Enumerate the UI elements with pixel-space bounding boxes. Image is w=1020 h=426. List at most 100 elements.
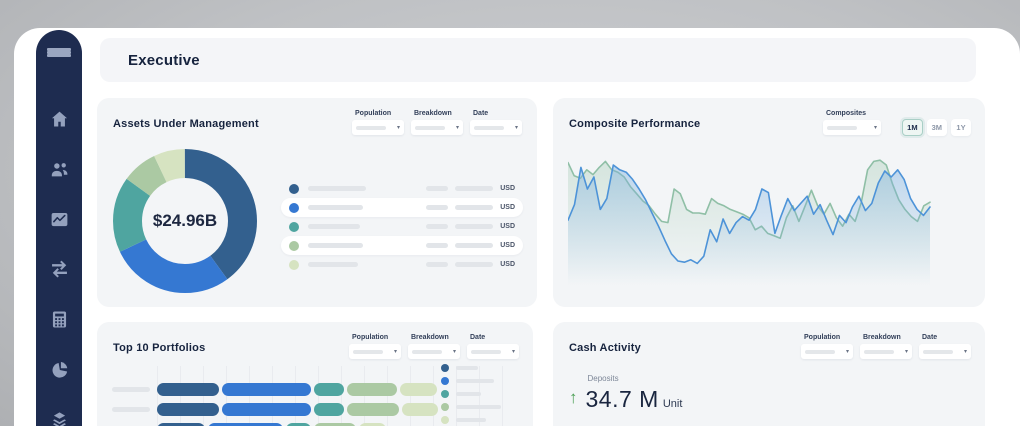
filter-select-date[interactable]: ▾ bbox=[467, 344, 519, 359]
chevron-down-icon: ▾ bbox=[396, 124, 400, 131]
legend-dot bbox=[289, 202, 299, 213]
users-icon[interactable] bbox=[49, 159, 70, 180]
filter-label: Composites bbox=[826, 110, 867, 117]
aum-filters: Population ▾ Breakdown ▾ Date ▾ bbox=[352, 110, 522, 135]
card-title-cash: Cash Activity bbox=[569, 342, 641, 354]
portfolio-legend bbox=[441, 364, 501, 424]
chevron-down-icon: ▾ bbox=[455, 124, 459, 131]
legend-label-skeleton bbox=[456, 379, 494, 383]
card-composite-performance: Composite Performance Composites ▾ 1M 3M 1Y bbox=[553, 98, 985, 307]
holding-row[interactable]: USD bbox=[281, 198, 523, 217]
bar-segment-3 bbox=[314, 402, 344, 416]
filter-placeholder-skeleton bbox=[923, 349, 953, 354]
filter-placeholder-skeleton bbox=[353, 349, 383, 354]
allocation-pie-icon[interactable] bbox=[49, 359, 70, 380]
filter-select-date[interactable]: ▾ bbox=[919, 344, 971, 359]
donut-segment-3 bbox=[113, 149, 257, 293]
range-button-3m[interactable]: 3M bbox=[926, 119, 947, 136]
bar-segment-3 bbox=[286, 422, 311, 426]
transfers-icon[interactable] bbox=[49, 259, 70, 280]
legend-dot bbox=[441, 377, 449, 385]
portfolio-legend-item[interactable] bbox=[441, 403, 501, 411]
holding-row[interactable]: USD bbox=[281, 179, 523, 198]
range-button-1m[interactable]: 1M bbox=[902, 119, 923, 136]
filter-placeholder-skeleton bbox=[805, 349, 835, 354]
legend-dot bbox=[441, 403, 449, 411]
holding-name-skeleton bbox=[308, 243, 363, 248]
hamburger-menu-button[interactable] bbox=[47, 48, 71, 57]
bar-segment-5 bbox=[400, 382, 437, 396]
portfolio-row[interactable] bbox=[97, 379, 533, 399]
filter-select-breakdown[interactable]: ▾ bbox=[411, 120, 463, 135]
legend-label-skeleton bbox=[456, 405, 501, 409]
legend-dot bbox=[441, 364, 449, 372]
filter-select-population[interactable]: ▾ bbox=[801, 344, 853, 359]
performance-chart-icon[interactable] bbox=[49, 209, 70, 230]
filter-select-population[interactable]: ▾ bbox=[349, 344, 401, 359]
filter-label: Date bbox=[922, 334, 938, 341]
up-arrow-icon: ↑ bbox=[569, 388, 578, 407]
aum-donut-chart: $24.96B bbox=[113, 149, 257, 293]
deposits-label: Deposits bbox=[587, 374, 619, 383]
holding-name-skeleton bbox=[308, 262, 358, 267]
holding-row[interactable]: USD bbox=[281, 255, 523, 274]
chevron-down-icon: ▾ bbox=[514, 124, 518, 131]
legend-label-skeleton bbox=[456, 418, 486, 422]
donut-segment-2 bbox=[113, 149, 257, 293]
filter-placeholder-skeleton bbox=[471, 349, 501, 354]
layers-icon[interactable] bbox=[49, 409, 70, 426]
donut-segment-5 bbox=[113, 149, 257, 293]
filter-label: Date bbox=[473, 110, 489, 117]
filter-label: Breakdown bbox=[863, 334, 901, 341]
filter-select-composites[interactable]: ▾ bbox=[823, 120, 881, 135]
filter-select-date[interactable]: ▾ bbox=[470, 120, 522, 135]
performance-area-chart bbox=[568, 159, 931, 285]
bar-segment-2 bbox=[208, 422, 283, 426]
holding-amount-skeleton bbox=[426, 186, 449, 191]
donut-chart-svg bbox=[113, 149, 257, 293]
portfolio-legend-item[interactable] bbox=[441, 377, 501, 385]
range-button-1y[interactable]: 1Y bbox=[951, 119, 971, 136]
filter-group-date: Date ▾ bbox=[919, 334, 971, 359]
composite-blue-line bbox=[568, 164, 931, 265]
portfolio-legend-item[interactable] bbox=[441, 390, 501, 398]
holding-row[interactable]: USD bbox=[281, 217, 523, 236]
filter-group-population: Population ▾ bbox=[801, 334, 853, 359]
portfolio-stacked-bar bbox=[157, 382, 437, 396]
chevron-down-icon: ▾ bbox=[904, 348, 908, 355]
filter-select-breakdown[interactable]: ▾ bbox=[860, 344, 912, 359]
filter-label: Date bbox=[470, 334, 486, 341]
holding-amount-skeleton bbox=[455, 224, 494, 229]
bar-segment-4 bbox=[347, 382, 397, 396]
currency-label: USD bbox=[500, 242, 515, 249]
currency-label: USD bbox=[500, 185, 515, 192]
bar-segment-1 bbox=[157, 402, 219, 416]
filter-label: Breakdown bbox=[411, 334, 449, 341]
deposits-value: 34.7 M bbox=[585, 386, 659, 412]
bar-segment-1 bbox=[157, 422, 205, 426]
home-icon[interactable] bbox=[49, 109, 70, 130]
portfolio-legend-item[interactable] bbox=[441, 364, 501, 372]
portfolio-legend-item[interactable] bbox=[441, 416, 501, 424]
filter-label: Population bbox=[804, 334, 841, 341]
filter-select-breakdown[interactable]: ▾ bbox=[408, 344, 460, 359]
portfolio-stacked-bars bbox=[97, 379, 533, 426]
filter-label: Population bbox=[352, 334, 389, 341]
filter-label: Breakdown bbox=[414, 110, 452, 117]
chevron-down-icon: ▾ bbox=[393, 348, 397, 355]
portfolio-row[interactable] bbox=[97, 399, 533, 419]
calculator-icon[interactable] bbox=[49, 309, 70, 330]
deposits-unit: Unit bbox=[662, 398, 683, 410]
chevron-down-icon: ▾ bbox=[873, 124, 877, 131]
holding-amount-skeleton bbox=[455, 186, 494, 191]
bar-segment-5 bbox=[359, 422, 386, 426]
holding-amount-skeleton bbox=[426, 262, 449, 267]
filter-select-population[interactable]: ▾ bbox=[352, 120, 404, 135]
holding-amount-skeleton bbox=[426, 224, 449, 229]
deposits-metric: ↑ Deposits 34.7 M Unit bbox=[569, 374, 682, 413]
card-top-10-portfolios: Top 10 Portfolios Population ▾ Breakdown ▾ D… bbox=[97, 322, 533, 426]
filter-placeholder-skeleton bbox=[827, 125, 857, 130]
holding-row[interactable]: USD bbox=[281, 236, 523, 255]
filter-group-breakdown: Breakdown ▾ bbox=[411, 110, 463, 135]
portfolio-row[interactable] bbox=[97, 419, 533, 426]
